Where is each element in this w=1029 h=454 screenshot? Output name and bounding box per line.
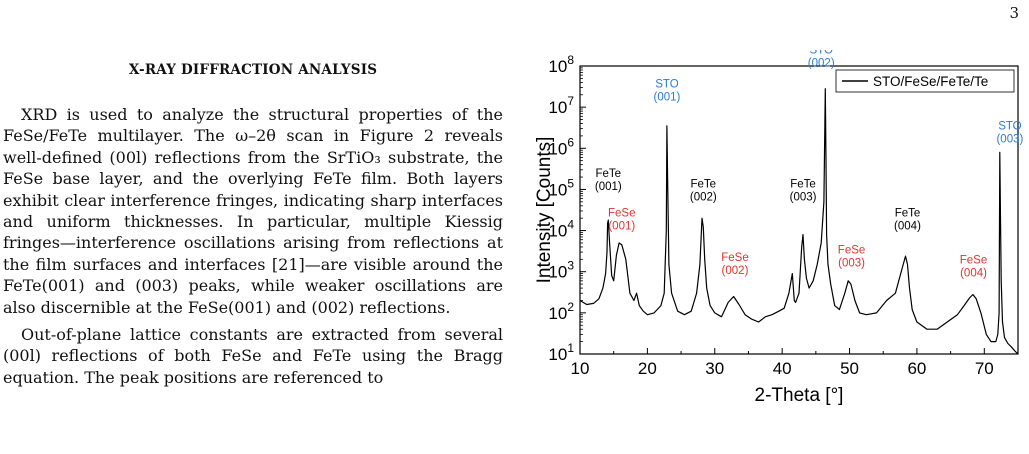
peak-label: (002)	[722, 265, 749, 277]
y-tick-label: 108	[548, 53, 574, 76]
y-tick-label: 107	[548, 94, 574, 117]
x-tick-label: 60	[907, 359, 926, 378]
x-axis-label: 2-Theta [°]	[755, 385, 844, 406]
xrd-series-line	[579, 88, 1019, 355]
page-number: 3	[1009, 4, 1019, 22]
y-tick-label: 105	[548, 176, 574, 199]
x-tick-label: 10	[571, 359, 590, 378]
paragraph-2: Out-of-plane lattice constants are extra…	[3, 325, 503, 387]
peak-label: (003)	[996, 133, 1023, 145]
y-tick-label: 103	[548, 259, 574, 282]
peak-label: FeSe	[608, 207, 636, 219]
peak-label: (002)	[808, 58, 835, 70]
peak-label: FeSe	[838, 244, 866, 256]
peak-label: FeTe	[691, 179, 717, 191]
x-tick-label: 20	[638, 359, 657, 378]
legend-entry: STO/FeSe/FeTe/Te	[873, 74, 988, 89]
x-tick-label: 70	[975, 359, 994, 378]
peak-label: (001)	[595, 181, 622, 193]
peak-label: FeSe	[960, 254, 988, 266]
peak-label: FeSe	[721, 252, 749, 264]
peak-label: (001)	[653, 92, 680, 104]
peak-label: (001)	[608, 220, 635, 232]
peak-label: (004)	[894, 220, 921, 232]
peak-label: (004)	[960, 267, 987, 279]
y-axis-label: Intensity [Counts]	[534, 137, 555, 284]
peak-label: STO	[998, 120, 1021, 132]
peak-label: (003)	[838, 257, 865, 269]
xrd-figure: 10 20 30 40 50 60 70 101 102 103 104 105 106 107 108 2-…	[528, 45, 1026, 450]
peak-label: FeTe	[895, 207, 921, 219]
x-tick-label: 50	[840, 359, 859, 378]
peak-label: FeTe	[596, 168, 622, 180]
xrd-chart: 10 20 30 40 50 60 70 101 102 103 104 105 106 107 108 2-…	[534, 45, 1024, 406]
peak-label: (002)	[690, 192, 717, 204]
peak-label: (003)	[790, 192, 817, 204]
y-tick-label: 102	[548, 300, 574, 323]
peak-label: STO	[810, 50, 833, 57]
y-tick-label: 106	[548, 135, 574, 158]
x-tick-label: 30	[705, 359, 724, 378]
x-tick-label: 40	[773, 359, 792, 378]
legend-box	[835, 69, 1015, 93]
text-column: X-RAY DIFFRACTION ANALYSIS XRD is used t…	[3, 28, 503, 388]
peak-label: STO	[655, 79, 678, 91]
paragraph-1: XRD is used to analyze the structural pr…	[3, 105, 503, 317]
plot-frame	[579, 65, 1019, 355]
peak-label: FeTe	[790, 179, 816, 191]
section-heading: X-RAY DIFFRACTION ANALYSIS	[128, 62, 378, 78]
y-tick-label: 104	[548, 218, 574, 241]
y-tick-label: 101	[548, 341, 574, 364]
